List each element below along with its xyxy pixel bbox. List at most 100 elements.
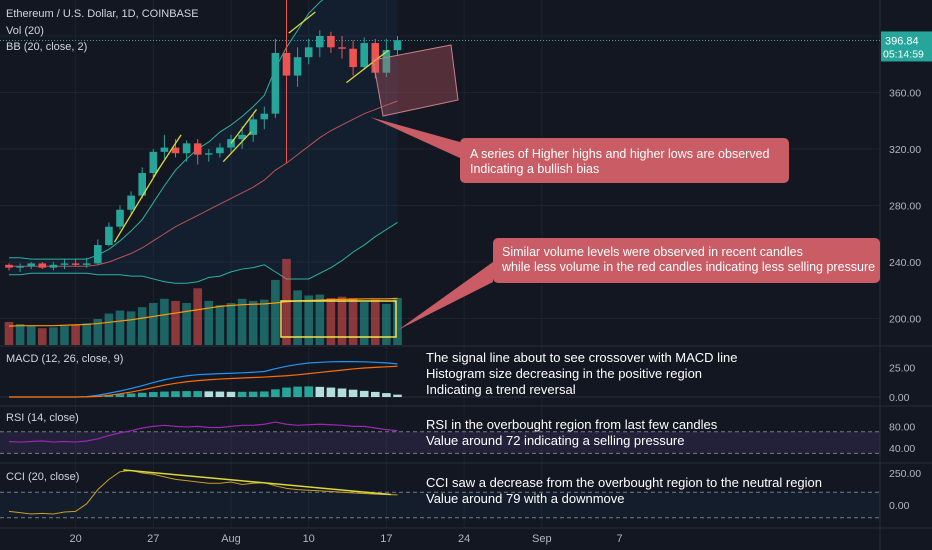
macd-histogram-bar bbox=[348, 389, 358, 397]
candle-up bbox=[216, 147, 224, 154]
candle-up bbox=[27, 263, 35, 267]
candle-down bbox=[282, 52, 291, 76]
candle-down bbox=[171, 147, 180, 154]
candle-down bbox=[327, 36, 335, 48]
macd-histogram-bar bbox=[371, 391, 380, 397]
macd-histogram-bar bbox=[293, 386, 302, 397]
macd-histogram-bar bbox=[160, 391, 169, 397]
volume-ma-line bbox=[8, 297, 398, 327]
macd-histogram-bar bbox=[248, 391, 258, 397]
price-axis-label: 200.00 bbox=[889, 314, 921, 326]
cci-axis-label: 0.00 bbox=[889, 500, 910, 512]
last-price-badge bbox=[881, 31, 932, 62]
cci-legend[interactable]: CCI (20, close) bbox=[6, 471, 80, 483]
cci-note-line2: Value around 79 with a downmove bbox=[426, 491, 625, 506]
candle-down bbox=[71, 263, 80, 265]
candle-down bbox=[349, 48, 357, 68]
price-axis-label: 240.00 bbox=[889, 257, 921, 269]
candle-up bbox=[138, 173, 146, 196]
time-axis-label: Sep bbox=[532, 533, 552, 545]
volume-bar bbox=[137, 307, 147, 345]
volume-bar bbox=[271, 279, 280, 345]
rsi-note: RSI in the overbought region from last f… bbox=[426, 417, 717, 449]
volume-bar bbox=[337, 296, 347, 345]
macd-histogram-bar bbox=[359, 390, 369, 397]
candle-up bbox=[94, 245, 102, 264]
countdown-label: 05:14:59 bbox=[883, 48, 924, 60]
callout-higher-highs: A series of Higher highs and higher lows… bbox=[470, 147, 788, 177]
macd-axis-label: 25.00 bbox=[889, 363, 915, 375]
volume-highlight-box[interactable] bbox=[280, 300, 397, 338]
macd-histogram-bar bbox=[393, 394, 402, 397]
volume-legend[interactable]: Vol (20) bbox=[6, 25, 44, 37]
candle-up bbox=[160, 147, 169, 152]
higher-high-trendline[interactable] bbox=[152, 134, 182, 178]
higher-low-trendline[interactable] bbox=[113, 168, 160, 243]
volume-bar bbox=[393, 297, 402, 345]
candle-up bbox=[82, 263, 91, 265]
higher-high-trendline[interactable] bbox=[230, 109, 258, 144]
volume-bar bbox=[237, 298, 247, 345]
rsi-legend[interactable]: RSI (14, close) bbox=[6, 412, 79, 424]
cci-trendline[interactable] bbox=[123, 469, 391, 496]
volume-bar bbox=[326, 297, 336, 345]
bollinger-upper-line bbox=[9, 0, 324, 260]
macd-histogram-bar bbox=[149, 392, 158, 397]
candle-up bbox=[293, 57, 302, 76]
macd-note: The signal line about to see crossover w… bbox=[426, 350, 737, 398]
volume-bar bbox=[371, 299, 380, 345]
cci-band bbox=[0, 492, 880, 518]
candle-up bbox=[205, 153, 213, 155]
time-axis-label: 10 bbox=[303, 533, 315, 545]
projection-box[interactable] bbox=[372, 44, 459, 117]
candle-up bbox=[238, 134, 246, 140]
cci-axis-label: 250.00 bbox=[889, 468, 921, 480]
candle-up bbox=[249, 119, 257, 135]
last-price-label: 396.84 bbox=[885, 35, 919, 47]
volume-bar bbox=[293, 290, 302, 345]
candle-up bbox=[127, 195, 135, 210]
callout-box[interactable] bbox=[493, 238, 880, 283]
candle-up bbox=[382, 50, 391, 73]
macd-histogram-bar bbox=[115, 394, 125, 397]
callout-pointer bbox=[370, 117, 460, 158]
volume-bar bbox=[126, 311, 136, 345]
higher-high-trendline[interactable] bbox=[288, 11, 316, 34]
candle-up bbox=[316, 36, 324, 48]
macd-histogram-bar bbox=[260, 391, 269, 397]
rsi-axis-label: 40.00 bbox=[889, 443, 915, 455]
volume-bar bbox=[382, 303, 391, 345]
volume-bar bbox=[204, 300, 214, 345]
higher-low-trendline[interactable] bbox=[222, 131, 252, 163]
macd-histogram-bar bbox=[282, 387, 291, 397]
price-axis-label: 280.00 bbox=[889, 201, 921, 213]
candle-up bbox=[260, 113, 269, 120]
volume-bar bbox=[248, 300, 258, 345]
macd-histogram-bar bbox=[126, 393, 136, 397]
bollinger-legend[interactable]: BB (20, close, 2) bbox=[6, 41, 88, 53]
candle-up bbox=[271, 52, 280, 114]
bollinger-lower-line bbox=[9, 222, 398, 284]
time-axis-label: 24 bbox=[458, 533, 470, 545]
volume-bar bbox=[304, 295, 313, 345]
time-axis-label: 27 bbox=[147, 533, 159, 545]
callout-volume: Similar volume levels were observed in r… bbox=[502, 245, 878, 275]
volume-bar bbox=[193, 288, 202, 345]
volume-bar bbox=[38, 328, 47, 345]
volume-bar bbox=[60, 326, 69, 345]
volume-bar bbox=[149, 303, 158, 345]
macd-histogram-bar bbox=[182, 391, 191, 397]
volume-bar bbox=[82, 323, 91, 345]
macd-legend[interactable]: MACD (12, 26, close, 9) bbox=[6, 353, 124, 365]
macd-histogram-bar bbox=[226, 391, 236, 397]
macd-histogram-bar bbox=[137, 392, 147, 397]
volume-bar bbox=[160, 298, 169, 345]
higher-low-trendline[interactable] bbox=[346, 49, 390, 84]
candle-up bbox=[182, 143, 191, 154]
macd-note-line2: Histogram size decreasing in the positiv… bbox=[426, 366, 703, 381]
candle-down bbox=[371, 43, 380, 73]
candle-down bbox=[5, 264, 13, 268]
callout-box[interactable] bbox=[460, 138, 789, 183]
volume-bar bbox=[359, 302, 369, 345]
